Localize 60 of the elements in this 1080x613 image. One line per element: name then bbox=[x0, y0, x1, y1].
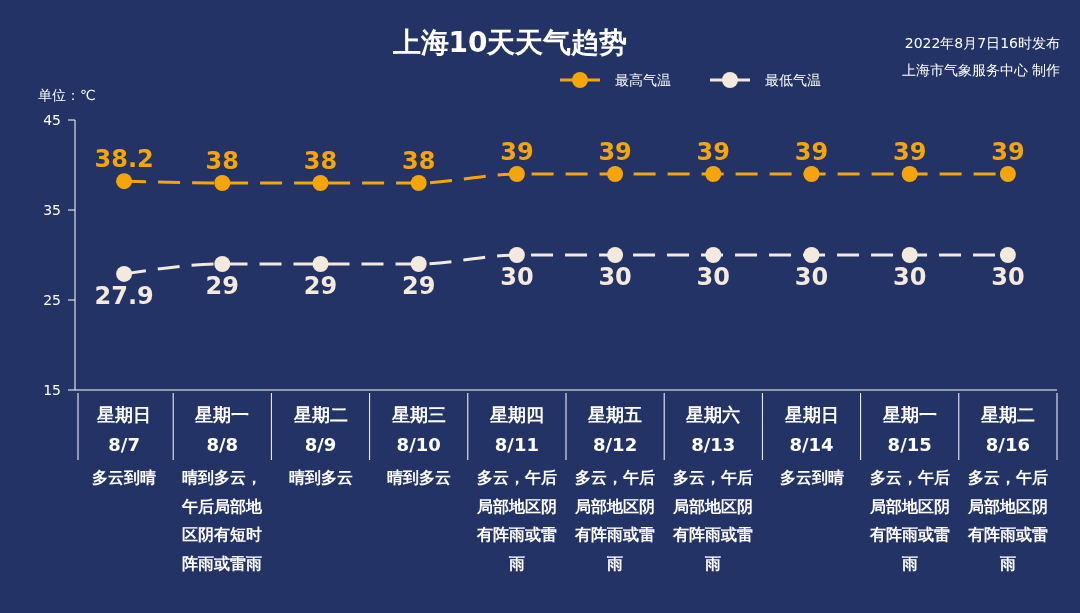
x-tick-label: 星期日 8/7 多云到晴 bbox=[92, 404, 157, 487]
data-label: 38 bbox=[205, 147, 239, 175]
point bbox=[705, 247, 722, 263]
chart-title: 上海10天天气趋势 bbox=[391, 26, 628, 59]
point bbox=[214, 256, 231, 272]
text: 上海市气象服务中心 制作 bbox=[901, 62, 1060, 78]
data-label: 30 bbox=[598, 263, 632, 291]
point bbox=[214, 175, 231, 191]
data-label: 38 bbox=[303, 147, 338, 175]
data-label: 38 bbox=[402, 147, 436, 175]
x-tick-label: 星期一 8/15 多云，午后局部地区阴有阵雨或雷雨 bbox=[868, 404, 950, 573]
data-label: 39 bbox=[500, 138, 534, 166]
x-tick-label: 星期四 8/11 多云，午后局部地区阴有阵雨或雷雨 bbox=[475, 404, 557, 573]
point bbox=[901, 247, 918, 263]
data-label: 30 bbox=[893, 263, 927, 291]
data-label: 39 bbox=[598, 138, 632, 166]
data-label: 39 bbox=[696, 138, 730, 166]
point bbox=[607, 247, 624, 263]
data-label: 39 bbox=[794, 138, 829, 166]
data-label: 29 bbox=[402, 272, 436, 300]
x-tick-label: 星期二 8/16 多云，午后局部地区阴有阵雨或雷雨 bbox=[966, 404, 1048, 573]
text: 2022年8月7日16时发布 bbox=[904, 35, 1060, 51]
point bbox=[803, 166, 820, 182]
point bbox=[999, 166, 1016, 182]
point bbox=[508, 247, 525, 263]
y-tick-label: 15 bbox=[43, 381, 61, 398]
data-label: 29 bbox=[303, 272, 338, 300]
point bbox=[116, 173, 133, 190]
point bbox=[312, 175, 329, 191]
y-axis-title: 单位：℃ bbox=[38, 87, 96, 103]
x-tick-label: 星期五 8/12 多云，午后局部地区阴有阵雨或雷雨 bbox=[574, 404, 656, 573]
point bbox=[607, 166, 624, 182]
y-tick-label: 35 bbox=[43, 201, 61, 218]
point bbox=[410, 175, 427, 191]
x-tick-label: 星期一 8/8 晴到多云，午后局部地区阴有短时阵雨或雷雨 bbox=[181, 404, 264, 573]
point bbox=[999, 247, 1016, 263]
point bbox=[901, 166, 918, 182]
data-label: 30 bbox=[696, 263, 730, 291]
data-label: 30 bbox=[794, 263, 829, 291]
y-tick-label: 45 bbox=[43, 111, 61, 128]
data-label: 27.9 bbox=[94, 281, 154, 310]
x-tick-label: 星期日 8/14 多云到晴 bbox=[779, 404, 844, 487]
point bbox=[508, 166, 525, 182]
data-label: 39 bbox=[991, 138, 1025, 166]
y-tick-label: 25 bbox=[43, 291, 61, 308]
point bbox=[116, 265, 133, 282]
point bbox=[312, 256, 329, 272]
legend-label: 最高气温 bbox=[615, 71, 671, 88]
x-tick-label: 星期二 8/9 晴到多云 bbox=[288, 404, 353, 487]
point bbox=[705, 166, 722, 182]
point bbox=[803, 247, 820, 263]
point bbox=[410, 256, 427, 272]
data-label: 30 bbox=[500, 263, 534, 291]
legend-label: 最低气温 bbox=[765, 71, 821, 88]
x-tick-label: 星期六 8/13 多云，午后局部地区阴有阵雨或雷雨 bbox=[672, 404, 754, 573]
data-label: 38.2 bbox=[94, 145, 154, 174]
data-label: 30 bbox=[991, 263, 1025, 291]
data-label: 39 bbox=[893, 138, 927, 166]
x-tick-label: 星期三 8/10 晴到多云 bbox=[386, 404, 451, 487]
data-label: 29 bbox=[205, 272, 239, 300]
